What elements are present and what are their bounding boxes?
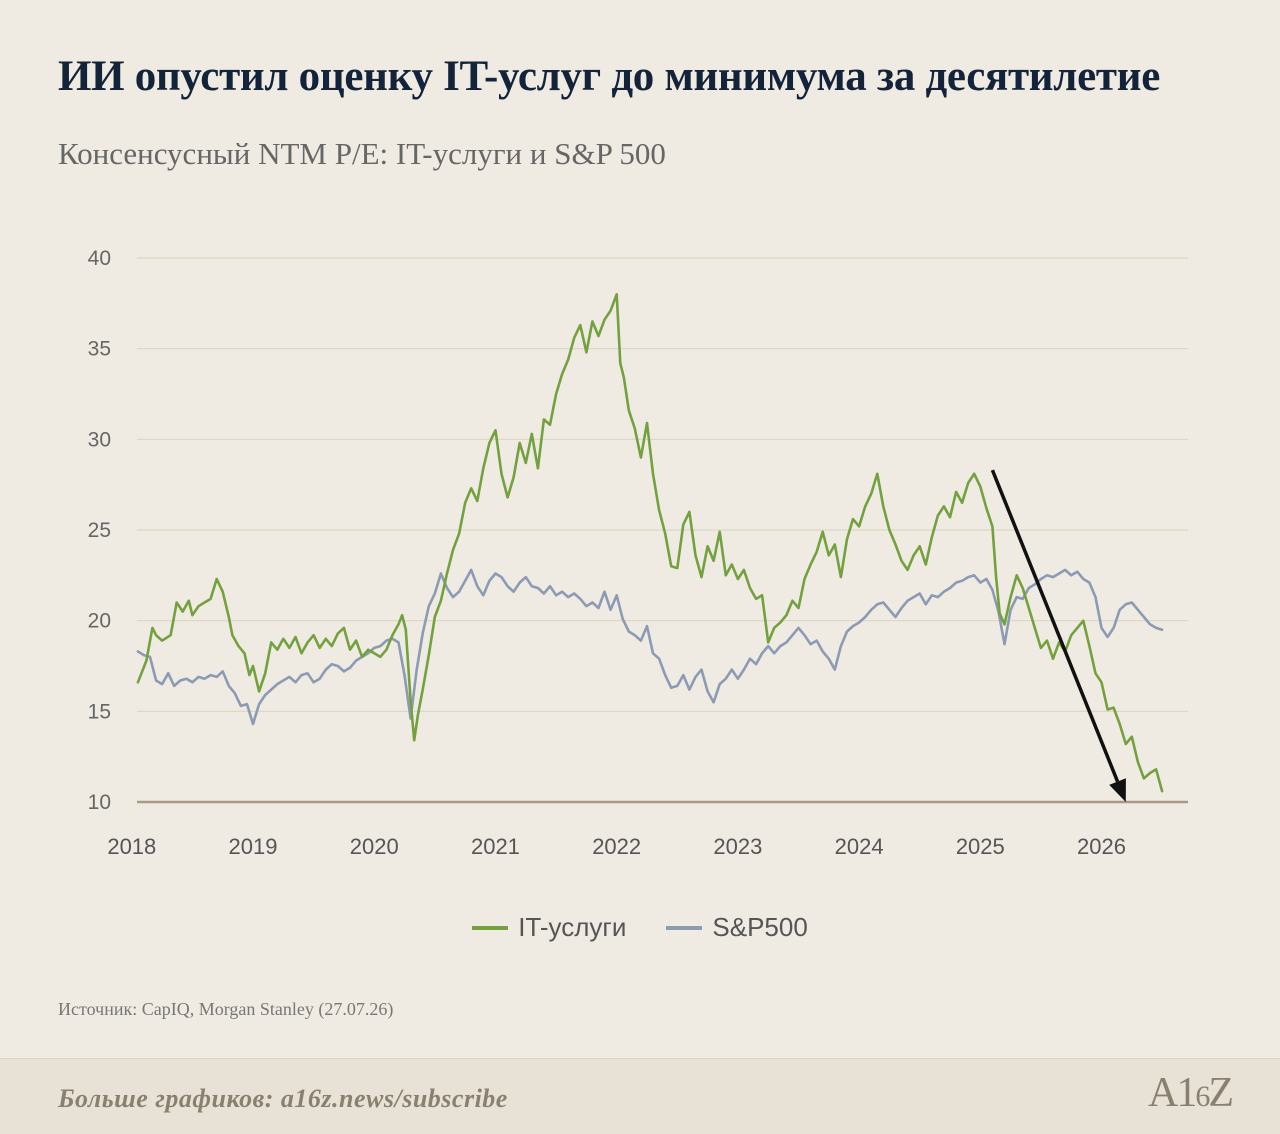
legend-label-sp500: S&P500: [712, 912, 808, 942]
trend-arrow-annotation: [990, 469, 1126, 802]
subscribe-link[interactable]: Больше графиков: a16z.news/subscribe: [58, 1084, 508, 1113]
x-tick-label: 2019: [229, 834, 278, 859]
legend-swatch-it: [472, 925, 509, 930]
source-note: Источник: CapIQ, Morgan Stanley (27.07.2…: [58, 999, 394, 1019]
series-line: [136, 568, 1164, 726]
footer-bar: Больше графиков: a16z.news/subscribe A16…: [0, 1058, 1280, 1134]
x-tick-label: 2022: [592, 834, 641, 859]
y-tick-label: 25: [88, 519, 111, 542]
y-tick-label: 35: [88, 338, 111, 361]
x-axis-ticks: 2018 2019 2020 2021 2022 2023 2024 2025 2026: [107, 834, 1126, 859]
x-tick-label: 2020: [350, 834, 399, 859]
x-tick-label: 2026: [1077, 834, 1126, 859]
series-line: [136, 293, 1164, 793]
y-tick-label: 30: [88, 428, 111, 451]
x-tick-label: 2021: [471, 834, 520, 859]
y-axis-ticks: 10 15 20 25 30 35 40: [88, 247, 111, 814]
x-tick-label: 2025: [956, 834, 1005, 859]
legend-item-it: IT-услуги: [472, 912, 626, 943]
legend-item-sp500: S&P500: [666, 912, 808, 943]
series-lines: [136, 293, 1164, 793]
x-tick-label: 2018: [107, 834, 156, 859]
grid-lines: [137, 257, 1188, 804]
chart-legend: IT-услуги S&P500: [0, 912, 1280, 943]
arrow-head: [1109, 778, 1126, 802]
y-tick-label: 40: [88, 247, 111, 270]
y-tick-label: 10: [88, 791, 111, 814]
a16z-logo: A16Z: [1148, 1070, 1234, 1116]
y-tick-label: 15: [88, 700, 111, 723]
arrow-shaft: [990, 469, 1120, 783]
x-tick-label: 2023: [713, 834, 762, 859]
chart-title: ИИ опустил оценку IT-услуг до минимума з…: [58, 53, 1160, 100]
x-tick-label: 2024: [835, 834, 884, 859]
legend-label-it: IT-услуги: [518, 912, 627, 942]
legend-swatch-sp500: [666, 925, 703, 930]
y-tick-label: 20: [88, 610, 111, 633]
chart-subtitle: Консенсусный NTM P/E: IT-услуги и S&P 50…: [58, 136, 666, 171]
